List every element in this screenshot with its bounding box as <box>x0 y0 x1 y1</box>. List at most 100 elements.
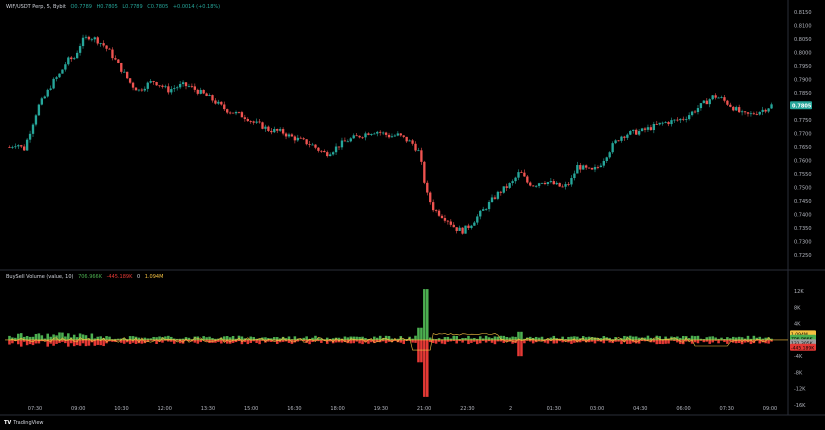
volume-bar-sell <box>8 339 11 345</box>
volume-bar-buy <box>561 336 564 340</box>
candle-body <box>293 136 297 141</box>
candle <box>658 122 661 126</box>
volume-bar-buy <box>749 338 753 340</box>
candle-body <box>770 104 773 109</box>
candle <box>31 123 35 137</box>
volume-value-label: -445.189K <box>791 345 815 351</box>
candle <box>584 164 588 170</box>
candle-body <box>178 84 182 88</box>
volume-bar-sell <box>464 339 467 341</box>
candle <box>296 134 299 142</box>
candle <box>237 111 241 114</box>
candle-body <box>96 37 99 44</box>
candle-body <box>417 150 420 152</box>
candle-body <box>117 59 120 63</box>
volume-bar-sell <box>287 339 291 343</box>
candle <box>343 137 347 142</box>
candle-body <box>40 98 44 105</box>
volume-bar-buy <box>693 336 697 340</box>
volume-bar-sell <box>614 339 617 342</box>
candle-body <box>161 85 164 87</box>
indicator-name[interactable]: BuySell Volume (value, 10) <box>6 274 74 280</box>
candle-body <box>346 141 350 143</box>
candle <box>599 163 603 168</box>
candle-body <box>167 86 170 93</box>
volume-bar-buy <box>723 339 726 340</box>
volume-bar-buy <box>375 337 379 340</box>
candle-body <box>505 186 508 188</box>
volume-bar-sell <box>14 339 17 342</box>
price-tick-label: 0.7400 <box>794 213 812 219</box>
volume-bar-buy <box>240 336 244 340</box>
volume-bar-sell <box>178 339 182 344</box>
candle <box>652 121 656 134</box>
candle <box>61 69 64 74</box>
volume-bar-buy <box>114 338 117 340</box>
time-tick-label: 07:30 <box>28 406 42 412</box>
volume-bar-buy <box>78 333 82 340</box>
volume-bar-buy <box>729 338 732 340</box>
candle-body <box>364 133 367 138</box>
candle-body <box>555 182 558 185</box>
volume-bar-buy <box>49 336 52 340</box>
volume-bar-sell <box>511 339 514 344</box>
volume-bar-sell <box>470 339 473 343</box>
symbol-label[interactable]: WIF/USDT Perp, 5, Bybit <box>6 4 66 10</box>
volume-bar-buy <box>340 339 344 340</box>
volume-bar-buy <box>14 337 17 340</box>
volume-bar-buy <box>676 336 679 340</box>
volume-bar-buy <box>84 335 88 340</box>
volume-bar-sell <box>608 339 611 343</box>
volume-bar-sell <box>752 339 756 344</box>
volume-bar-buy <box>761 338 764 340</box>
volume-bar-buy <box>325 337 329 340</box>
candle-body <box>155 82 158 86</box>
candle <box>337 146 341 151</box>
indicator-zero-value: 0 <box>136 274 141 280</box>
volume-bar-buy <box>511 336 514 340</box>
volume-bar-sell <box>493 339 497 345</box>
candle <box>679 118 682 123</box>
volume-bar-sell <box>714 339 717 341</box>
candle-body <box>340 140 344 148</box>
volume-bar-sell <box>202 339 205 341</box>
tradingview-logo[interactable]: TV TradingView <box>4 420 44 426</box>
volume-bar-buy <box>481 338 485 340</box>
candle-body <box>102 43 105 46</box>
volume-bar-sell <box>296 339 300 342</box>
candle <box>496 190 500 201</box>
volume-bar-sell <box>664 339 667 344</box>
volume-bar-sell <box>431 339 435 343</box>
volume-bar-buy <box>146 338 150 340</box>
volume-bar-buy <box>187 337 191 340</box>
candle <box>729 102 732 108</box>
volume-bar-buy <box>414 335 417 340</box>
volume-bar-buy <box>505 336 508 340</box>
volume-bar-buy <box>170 336 173 340</box>
volume-bar-buy <box>714 337 717 340</box>
volume-bar-buy <box>214 338 217 340</box>
volume-bar-sell <box>617 339 620 342</box>
candle <box>167 83 170 95</box>
volume-bar-sell <box>17 339 20 345</box>
volume-bar-buy <box>658 336 661 340</box>
candle-body <box>423 161 426 183</box>
volume-bar-sell <box>652 339 656 343</box>
volume-bar-sell <box>467 339 470 345</box>
volume-bar-buy <box>102 338 105 340</box>
volume-bar-sell <box>293 339 297 343</box>
volume-bar-sell <box>620 339 623 345</box>
volume-bar-buy <box>81 334 85 340</box>
volume-bar-sell <box>31 339 35 346</box>
candle-body <box>479 210 482 217</box>
candle <box>284 132 288 140</box>
candle-body <box>90 39 94 41</box>
candle-body <box>43 96 46 99</box>
candle-body <box>393 135 397 137</box>
candle-body <box>464 225 467 234</box>
candle <box>667 121 670 127</box>
volume-bar-sell <box>655 339 659 345</box>
volume-bar-buy <box>526 337 529 340</box>
volume-bar-buy <box>178 338 182 340</box>
